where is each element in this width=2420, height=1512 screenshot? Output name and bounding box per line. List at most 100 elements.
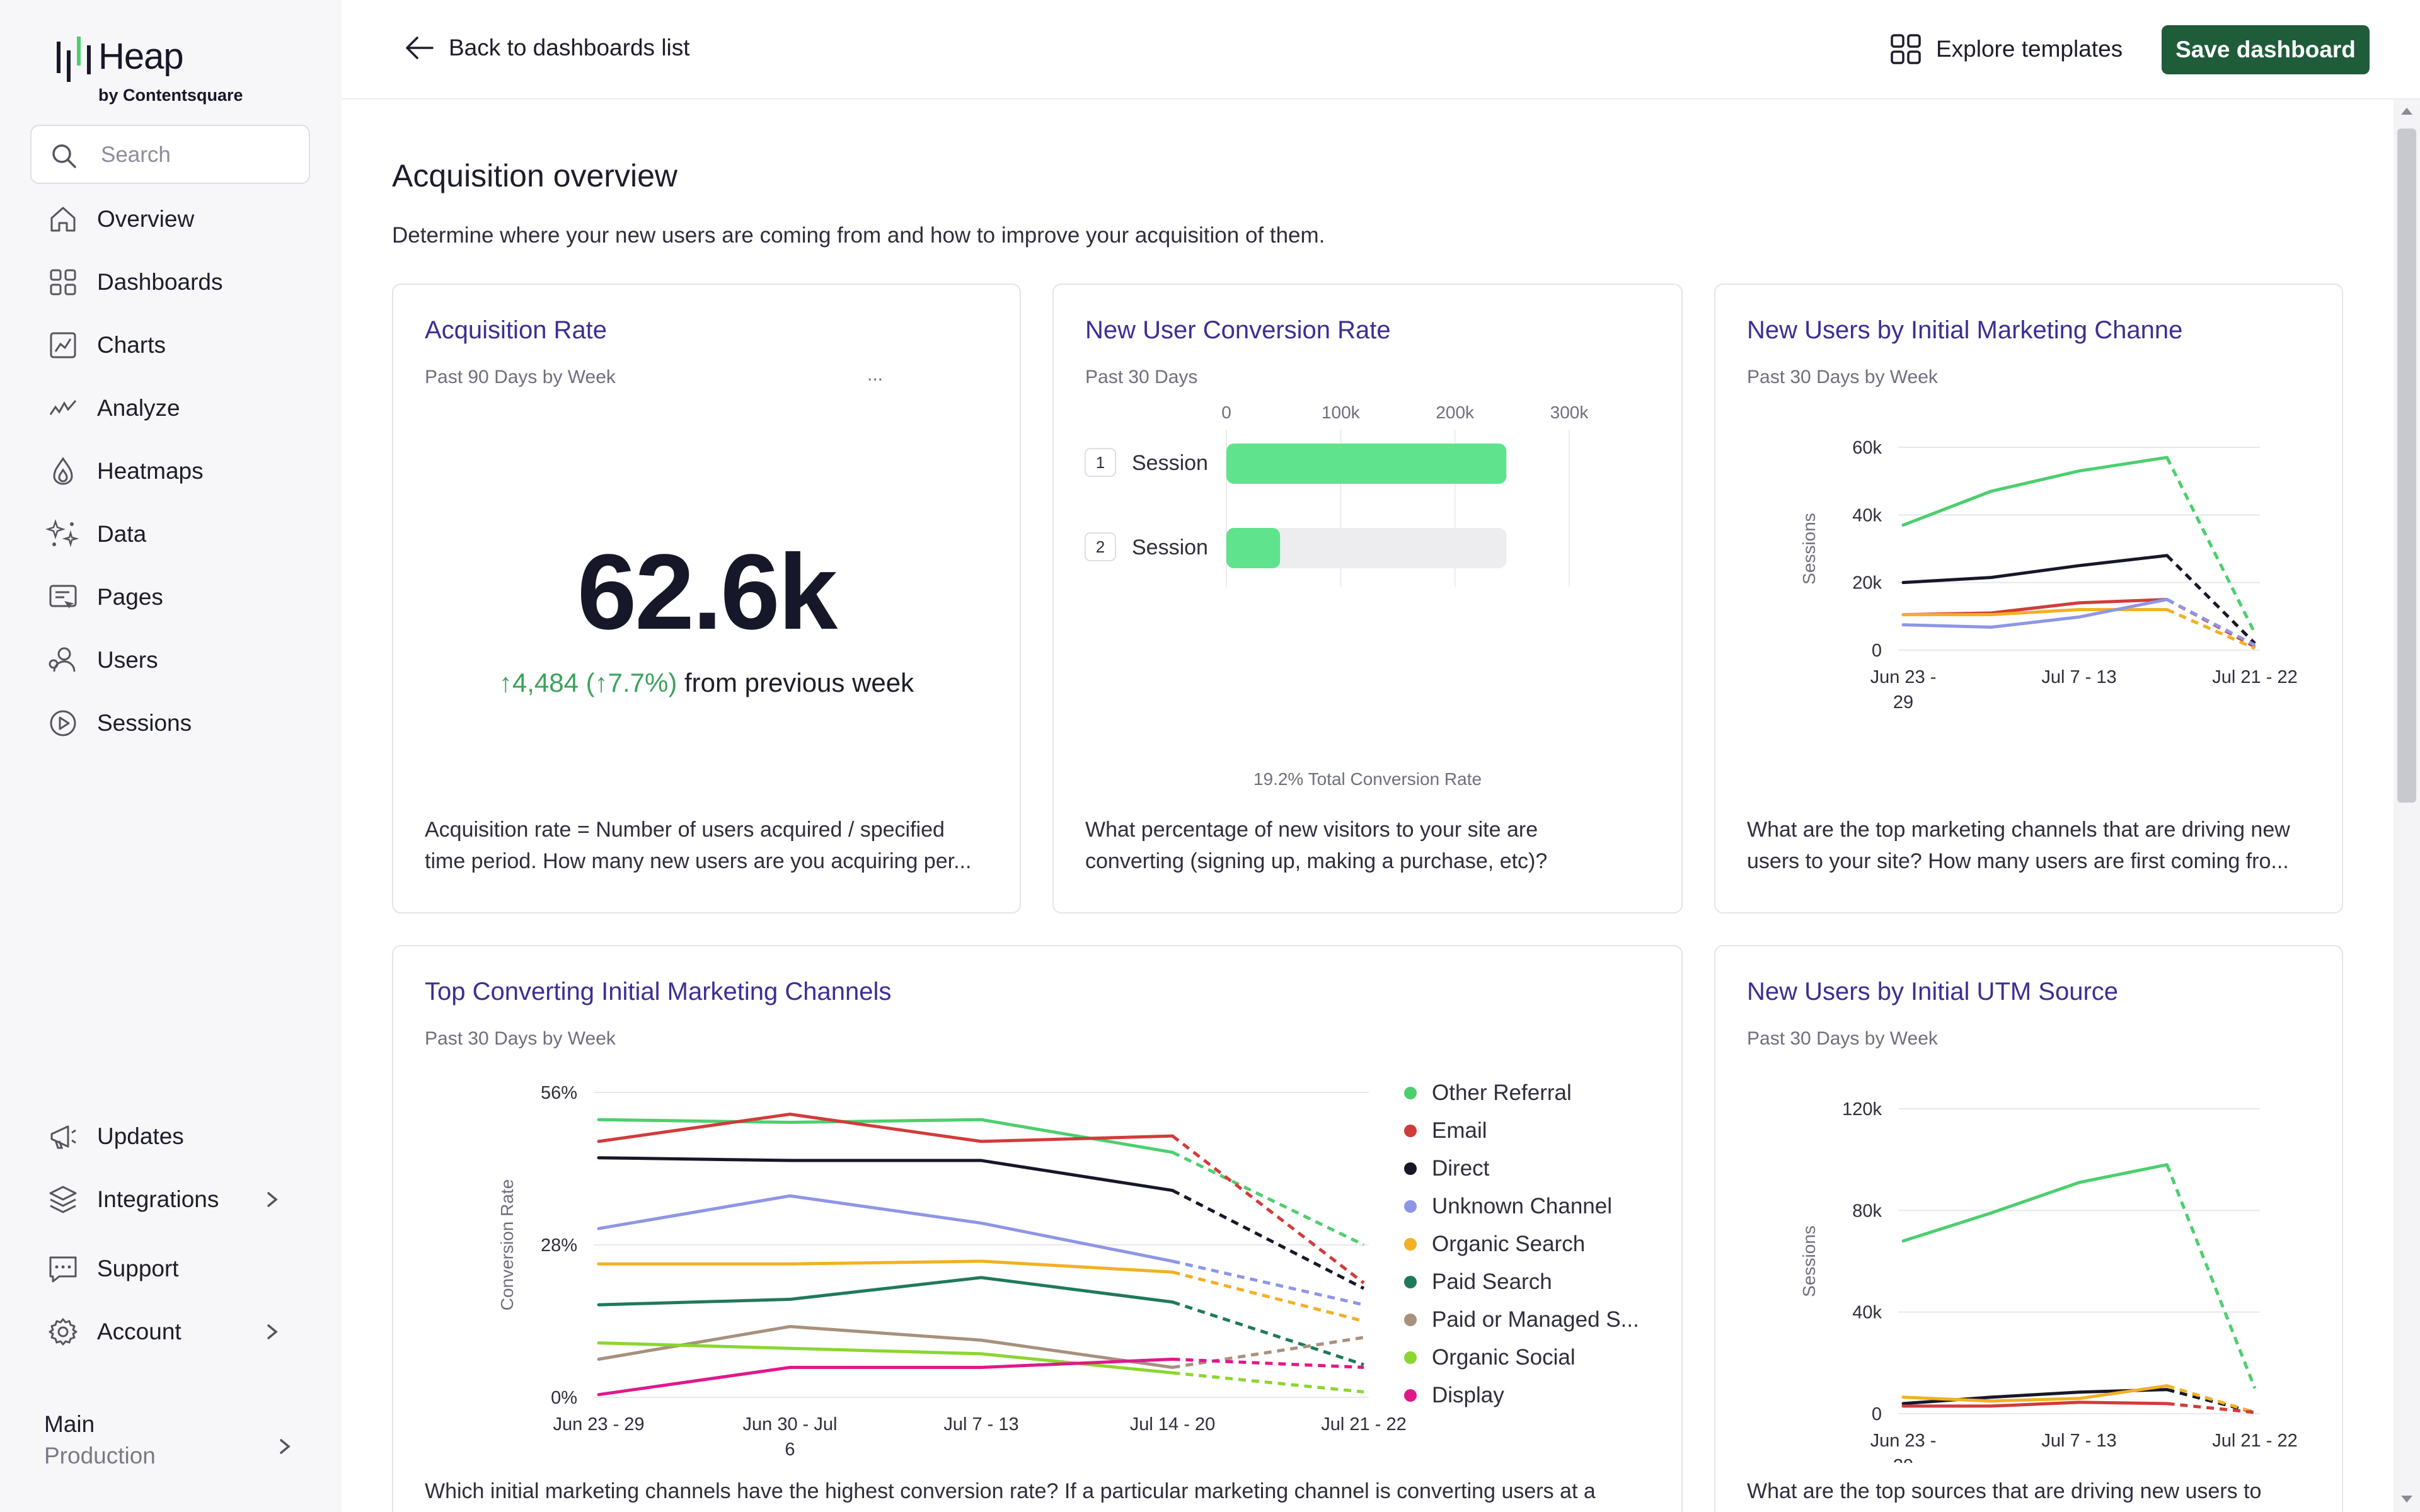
series-line-projection[interactable] (1172, 1358, 1364, 1369)
card-subtitle: Past 30 Days by Week (425, 1028, 616, 1049)
legend-label[interactable]: Paid or Managed S... (1432, 1307, 1639, 1332)
legend-label[interactable]: Direct (1432, 1156, 1490, 1181)
sidebar-item-heatmaps[interactable]: Heatmaps (30, 445, 320, 498)
card-new-users-utm-source[interactable]: New Users by Initial UTM Source Past 30 … (1714, 945, 2343, 1512)
more-options-icon[interactable]: ... (867, 364, 884, 385)
series-line[interactable] (597, 1113, 1174, 1143)
series-line[interactable] (597, 1118, 1174, 1154)
funnel-bar-track (1226, 528, 1507, 568)
legend-label[interactable]: Paid Search (1432, 1269, 1552, 1294)
card-subtitle: Past 30 Days (1085, 367, 1198, 387)
legend-label[interactable]: Email (1432, 1118, 1487, 1143)
card-new-user-conversion[interactable]: New User Conversion Rate Past 30 Days 0 1… (1052, 284, 1683, 914)
explore-templates-button[interactable]: Explore templates (1889, 33, 2123, 66)
series-line-projection[interactable] (1172, 1336, 1364, 1369)
series-line[interactable] (1901, 1163, 2169, 1243)
series-line[interactable] (597, 1156, 1174, 1193)
series-line-projection[interactable] (2165, 1164, 2257, 1389)
utm-source-chart: 0 40k 80k 120k Sessions Jun 23 - 29 Jul 7 - 13 J… (1799, 1099, 2298, 1463)
legend-label[interactable]: Unknown Channel (1432, 1194, 1612, 1218)
sidebar-item-integrations[interactable]: Integrations (30, 1173, 320, 1226)
sidebar-item-account[interactable]: Account (30, 1305, 320, 1358)
x-tick-label: Jun 23 - (1870, 1431, 1937, 1451)
series-line[interactable] (1901, 608, 2169, 617)
funnel-bar[interactable] (1226, 528, 1281, 568)
back-to-dashboards-link[interactable]: Back to dashboards list (402, 34, 690, 62)
card-title[interactable]: New User Conversion Rate (1085, 316, 1391, 344)
sidebar-item-sessions[interactable]: Sessions (30, 697, 320, 750)
total-conversion-label: 19.2% Total Conversion Rate (1253, 769, 1482, 789)
series-line-projection[interactable] (2166, 598, 2256, 647)
x-tick-label: Jul 7 - 13 (2041, 1431, 2116, 1451)
series-line-projection[interactable] (1171, 1135, 1365, 1285)
heatmap-icon (53, 457, 73, 485)
scrollbar-thumb[interactable] (2397, 129, 2416, 803)
back-label: Back to dashboards list (449, 35, 690, 60)
series-line-projection[interactable] (2166, 1388, 2256, 1414)
sidebar-item-pages[interactable]: Pages (30, 571, 320, 624)
scroll-up-arrow-icon[interactable] (2400, 106, 2414, 116)
step-number: 2 (1096, 537, 1105, 556)
series-line-projection[interactable] (2166, 1384, 2256, 1414)
environment-switcher[interactable]: Main Production (44, 1411, 296, 1480)
series-line-projection[interactable] (2167, 1402, 2256, 1414)
sidebar-item-label: Dashboards (97, 269, 223, 295)
card-subtitle: Past 90 Days by Week (425, 367, 616, 387)
card-acquisition-rate[interactable]: Acquisition Rate Past 90 Days by Week ..… (392, 284, 1021, 914)
scroll-down-arrow-icon[interactable] (2400, 1494, 2414, 1504)
series-line[interactable] (1901, 1384, 2169, 1403)
main-scrollbar[interactable] (2394, 100, 2420, 1512)
chevron-right-icon (267, 1192, 278, 1207)
sidebar-item-data[interactable]: Data (30, 508, 320, 561)
save-dashboard-button[interactable]: Save dashboard (2162, 25, 2370, 74)
card-title[interactable]: Acquisition Rate (425, 316, 608, 344)
series-line-projection[interactable] (1172, 1371, 1364, 1394)
series-line-projection[interactable] (2165, 554, 2256, 645)
legend-label[interactable]: Organic Social (1432, 1345, 1576, 1370)
legend-label[interactable]: Display (1432, 1383, 1504, 1407)
card-top-converting-channels[interactable]: Top Converting Initial Marketing Channel… (392, 945, 1683, 1512)
series-line-projection[interactable] (1172, 1270, 1364, 1323)
x-tick-label: 100k (1322, 403, 1361, 422)
series-line-projection[interactable] (2166, 608, 2256, 650)
sidebar-item-overview[interactable]: Overview (30, 193, 320, 246)
series-line-projection[interactable] (1172, 1259, 1364, 1307)
card-title[interactable]: New Users by Initial Marketing Channe (1747, 316, 2183, 344)
series-line[interactable] (1901, 455, 2169, 527)
sidebar-item-updates[interactable]: Updates (30, 1110, 320, 1163)
series-line[interactable] (597, 1358, 1174, 1397)
legend-swatch (1404, 1276, 1417, 1288)
series-line[interactable] (597, 1194, 1174, 1263)
sidebar: Heap by Contentsquare Search Overview Da… (0, 0, 342, 1512)
funnel-step-label: Session (1132, 451, 1208, 475)
series-line-projection[interactable] (2165, 456, 2257, 634)
legend-label[interactable]: Other Referral (1432, 1080, 1572, 1105)
card-description-line: What are the top marketing channels that… (1747, 818, 2290, 842)
search-input[interactable]: Search (30, 125, 310, 184)
series-line-projection[interactable] (1172, 1150, 1365, 1247)
series-line-projection[interactable] (1172, 1300, 1364, 1366)
sidebar-item-charts[interactable]: Charts (30, 319, 320, 372)
series-line[interactable] (597, 1259, 1174, 1274)
series-line[interactable] (1901, 598, 2169, 629)
sidebar-item-analyze[interactable]: Analyze (30, 382, 320, 435)
card-title[interactable]: Top Converting Initial Marketing Channel… (425, 978, 892, 1005)
series-line[interactable] (597, 1276, 1174, 1307)
search-icon (52, 144, 76, 168)
card-title[interactable]: New Users by Initial UTM Source (1747, 978, 2119, 1005)
series-line[interactable] (597, 1325, 1174, 1369)
arrow-left-icon (406, 37, 434, 59)
series-line-projection[interactable] (1172, 1189, 1365, 1290)
sidebar-item-support[interactable]: Support (30, 1242, 320, 1295)
legend-label[interactable]: Organic Search (1432, 1232, 1585, 1256)
sidebar-item-dashboards[interactable]: Dashboards (30, 256, 320, 309)
metric-delta: ↑4,484 (↑7.7%) from previous week (393, 668, 1020, 698)
card-description-line: What are the top sources that are drivin… (1747, 1479, 2262, 1503)
x-tick-label: Jun 30 - Jul (743, 1414, 838, 1435)
sidebar-item-users[interactable]: Users (30, 634, 320, 687)
series-line[interactable] (1901, 554, 2169, 585)
series-line[interactable] (1901, 1400, 2169, 1408)
card-new-users-marketing-channel[interactable]: New Users by Initial Marketing Channe Pa… (1714, 284, 2343, 914)
sidebar-item-label: Charts (97, 332, 166, 358)
funnel-bar[interactable] (1226, 444, 1507, 484)
